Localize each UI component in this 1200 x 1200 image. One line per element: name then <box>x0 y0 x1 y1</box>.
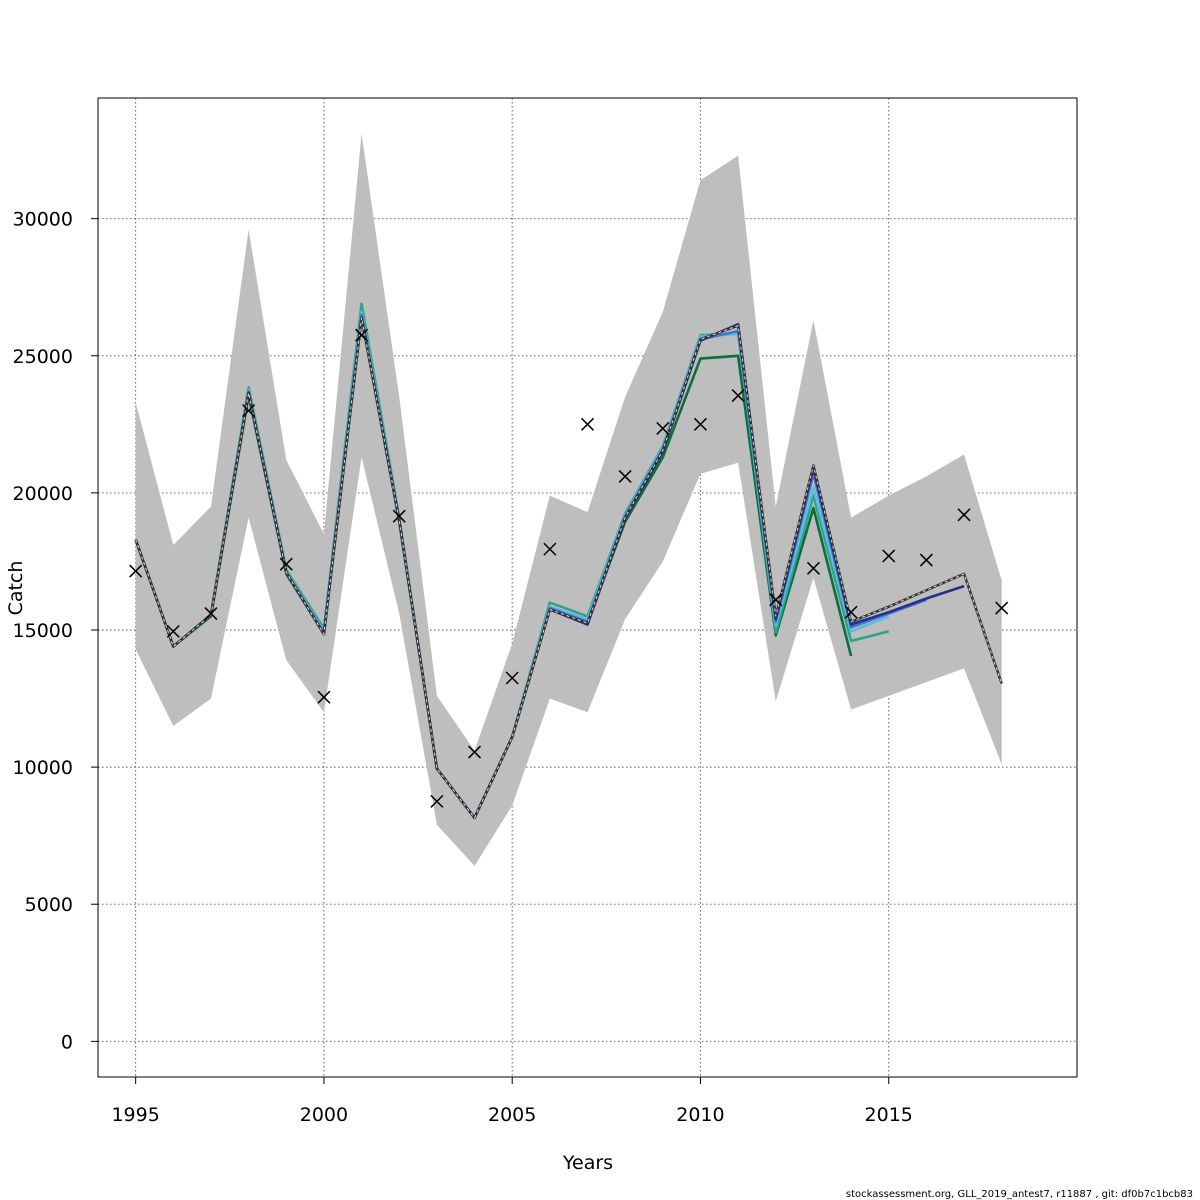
observed-point-stroke <box>995 601 1009 615</box>
observed-point <box>543 542 557 556</box>
x-tick-label: 1995 <box>111 1104 159 1126</box>
observed-point <box>580 417 595 431</box>
observed-point <box>618 469 632 483</box>
observed-point-stroke <box>580 417 595 431</box>
observed-point <box>468 745 482 759</box>
series-lines <box>134 302 1003 820</box>
observed-point <box>882 549 896 563</box>
observed-point <box>995 601 1009 615</box>
observed-point-stroke <box>919 553 933 567</box>
observed-points <box>129 328 1009 808</box>
observed-point-stroke <box>957 508 971 522</box>
x-axis-title: Years <box>562 1152 613 1174</box>
observed-point-stroke <box>882 549 896 563</box>
observed-point <box>279 557 293 571</box>
observed-point-stroke <box>166 624 180 638</box>
observed-point-stroke <box>769 593 783 607</box>
x-tick-label: 2000 <box>300 1104 348 1126</box>
plot-frame <box>97 97 1078 1078</box>
y-tick-label: 15000 <box>13 620 73 642</box>
observed-point-stroke <box>242 404 256 418</box>
observed-point-stroke <box>656 421 670 435</box>
y-tick-label: 10000 <box>13 757 73 779</box>
observed-point-stroke <box>468 745 482 759</box>
observed-point-stroke <box>204 607 218 621</box>
observed-point-stroke <box>806 561 820 575</box>
y-tick-label: 30000 <box>13 209 73 231</box>
axes: 1995 2000 2005 2010 2015 0 5000 10000 15000 20000… <box>13 209 913 1126</box>
y-tick-label: 0 <box>61 1031 73 1053</box>
x-tick-label: 2015 <box>865 1104 913 1126</box>
observed-point <box>844 605 858 619</box>
y-axis-title: Catch <box>5 561 27 616</box>
confidence-band <box>135 133 1002 866</box>
observed-point <box>656 421 670 435</box>
confidence-band-area <box>135 133 1002 866</box>
observed-point-stroke <box>543 542 557 556</box>
observed-point <box>919 553 933 567</box>
y-tick-label: 5000 <box>25 894 73 916</box>
observed-point <box>957 508 971 522</box>
observed-point <box>430 794 444 808</box>
series-line-base-dash <box>135 317 1003 819</box>
observed-point-stroke <box>618 469 632 483</box>
observed-point <box>129 564 143 578</box>
observed-point-stroke <box>279 557 293 571</box>
observed-point-stroke <box>505 671 519 685</box>
observed-point <box>355 328 369 342</box>
observed-point-stroke <box>844 605 858 619</box>
observed-point <box>242 404 256 418</box>
y-tick-label: 20000 <box>13 483 73 505</box>
observed-point <box>204 607 218 621</box>
observed-point-stroke <box>317 690 331 704</box>
y-tick-label: 25000 <box>13 346 73 368</box>
observed-point-stroke <box>355 328 369 342</box>
observed-point <box>505 671 519 685</box>
observed-point <box>392 509 406 523</box>
observed-point <box>166 624 180 638</box>
observed-point <box>693 417 707 431</box>
observed-point <box>806 561 820 575</box>
observed-point-stroke <box>731 389 745 403</box>
x-tick-label: 2005 <box>488 1104 536 1126</box>
observed-point-stroke <box>129 564 143 578</box>
observed-point-stroke <box>430 794 444 808</box>
observed-point <box>317 690 331 704</box>
observed-point-stroke <box>392 509 406 523</box>
observed-point <box>769 593 783 607</box>
footer-credit: stockassessment.org, GLL_2019_antest7, r… <box>846 1189 1193 1200</box>
observed-point <box>731 389 745 403</box>
x-tick-label: 2010 <box>676 1104 724 1126</box>
observed-point-stroke <box>693 417 707 431</box>
